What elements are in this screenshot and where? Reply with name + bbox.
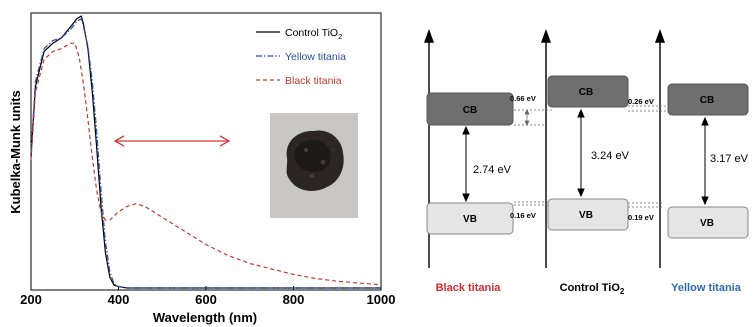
vb-label-control: VB xyxy=(579,210,593,221)
energy-axis-arrowhead xyxy=(541,28,551,43)
legend-label-control: Control TiO2 xyxy=(285,27,342,41)
cb-label-control: CB xyxy=(579,87,593,98)
cb-box-black xyxy=(426,92,514,126)
cb-box-control xyxy=(547,75,629,108)
series-line-black-titania xyxy=(30,42,382,286)
x-tick-label: 1000 xyxy=(367,292,396,307)
offset-marker-cb-control xyxy=(628,105,668,112)
x-tick-label: 200 xyxy=(20,292,42,307)
cb-box-yellow xyxy=(667,83,749,116)
offset-marker-cb-black xyxy=(514,109,552,126)
legend: Control TiO2 Yellow titania Black titani… xyxy=(256,27,346,87)
cb-offset-control: 0.26 eV xyxy=(628,97,654,106)
material-label-control: Control TiO2 xyxy=(560,282,625,296)
gap-value-control: 3.24 eV xyxy=(591,150,630,162)
cb-label-yellow: CB xyxy=(700,95,714,106)
gap-arrow-control xyxy=(577,108,585,198)
x-tick-label: 600 xyxy=(195,292,217,307)
energy-axis-arrowhead xyxy=(655,28,665,43)
offset-marker-vb-control xyxy=(628,202,662,208)
vb-box-black xyxy=(426,202,514,235)
band-diagram: CB VB 2.74 eV 0.66 eV 0.16 eV Black tita… xyxy=(424,28,749,296)
legend-label-yellow: Yellow titania xyxy=(285,51,346,63)
material-label-black: Black titania xyxy=(436,282,502,294)
vb-offset-black: 0.16 eV xyxy=(510,211,536,220)
cb-label-black: CB xyxy=(463,105,477,116)
x-tick-label: 800 xyxy=(283,292,305,307)
vb-box-control xyxy=(547,198,629,231)
vb-label-black: VB xyxy=(463,214,477,225)
series-line-yellow-titania xyxy=(30,18,381,289)
x-axis-title: Wavelength (nm) xyxy=(153,310,257,325)
material-label-yellow: Yellow titania xyxy=(671,282,742,294)
vb-box-yellow xyxy=(667,206,749,239)
offset-marker-vb-black xyxy=(514,201,548,206)
y-axis-title: Kubelka-Munk units xyxy=(8,90,23,214)
black-titania-powder-photo xyxy=(270,113,358,218)
gap-value-yellow: 3.17 eV xyxy=(710,153,749,165)
vb-label-yellow: VB xyxy=(700,218,714,229)
cb-offset-black: 0.66 eV xyxy=(510,94,536,103)
legend-label-black: Black titania xyxy=(285,75,342,87)
visible-range-arrow xyxy=(113,135,231,147)
gap-arrow-yellow xyxy=(701,116,709,206)
vb-offset-control: 0.19 eV xyxy=(628,213,654,222)
gap-value-black: 2.74 eV xyxy=(473,164,512,176)
absorption-chart: 200 400 600 800 1000 Kubelka-Munk units Wave… xyxy=(8,12,396,325)
energy-axis-arrowhead xyxy=(424,28,434,43)
x-tick-label: 400 xyxy=(108,292,130,307)
gap-arrow-black xyxy=(462,125,470,203)
